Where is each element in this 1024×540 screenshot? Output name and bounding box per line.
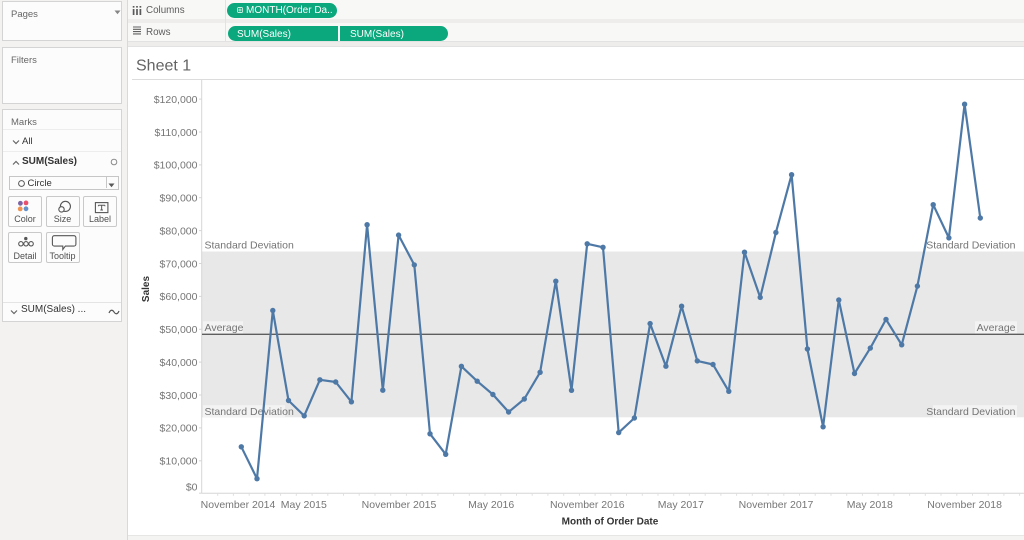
svg-text:Standard Deviation: Standard Deviation — [205, 406, 294, 418]
svg-text:$40,000: $40,000 — [160, 357, 198, 369]
svg-text:May 2017: May 2017 — [658, 499, 704, 511]
svg-text:Sheet 1: Sheet 1 — [136, 58, 191, 75]
svg-text:$0: $0 — [186, 481, 198, 493]
svg-text:$110,000: $110,000 — [154, 127, 197, 139]
svg-text:$120,000: $120,000 — [154, 94, 198, 106]
svg-text:Month of Order Date: Month of Order Date — [562, 517, 659, 528]
svg-text:November 2014: November 2014 — [201, 499, 276, 511]
svg-text:November 2015: November 2015 — [362, 499, 437, 511]
svg-text:$70,000: $70,000 — [160, 258, 198, 270]
svg-text:Standard Deviation: Standard Deviation — [205, 239, 294, 251]
svg-text:Average: Average — [205, 322, 244, 334]
svg-text:$60,000: $60,000 — [160, 291, 198, 303]
svg-text:May 2015: May 2015 — [281, 499, 327, 511]
svg-text:$30,000: $30,000 — [160, 390, 198, 402]
svg-text:Standard Deviation: Standard Deviation — [926, 239, 1015, 251]
svg-text:May 2016: May 2016 — [468, 499, 514, 511]
svg-text:$100,000: $100,000 — [154, 160, 198, 172]
svg-text:$20,000: $20,000 — [160, 423, 198, 435]
svg-text:Standard Deviation: Standard Deviation — [926, 406, 1015, 418]
svg-text:$10,000: $10,000 — [160, 456, 198, 468]
svg-text:$80,000: $80,000 — [160, 225, 198, 237]
svg-text:Sales: Sales — [141, 275, 152, 302]
svg-text:$50,000: $50,000 — [160, 324, 198, 336]
svg-text:Average: Average — [977, 322, 1016, 334]
svg-text:$90,000: $90,000 — [160, 193, 198, 205]
svg-text:November 2016: November 2016 — [550, 499, 625, 511]
svg-text:November 2018: November 2018 — [927, 499, 1002, 511]
svg-text:May 2018: May 2018 — [847, 499, 893, 511]
svg-text:November 2017: November 2017 — [739, 499, 814, 511]
